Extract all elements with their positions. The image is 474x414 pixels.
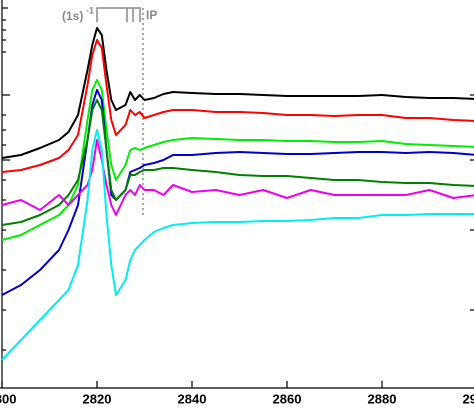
- annotation-ip: IP: [146, 8, 157, 22]
- series-line: [1, 39, 474, 173]
- x-tick-label: 2880: [368, 391, 397, 406]
- annotation-bracket: [96, 7, 144, 215]
- x-tick-label: 2840: [178, 391, 207, 406]
- series-line: [1, 129, 474, 361]
- series-line: [1, 99, 474, 226]
- x-tick-label: 2820: [83, 391, 112, 406]
- annotation-sup: -1: [86, 5, 94, 15]
- x-tick-label: 2900: [463, 391, 474, 406]
- series-line: [1, 89, 474, 296]
- x-tick-label: 2800: [0, 391, 16, 406]
- annotation-1s: (1s): [62, 9, 83, 23]
- y-axis-decoration: [0, 0, 474, 389]
- series-line: [1, 139, 474, 216]
- x-tick-label: 2860: [273, 391, 302, 406]
- series-line: [1, 27, 474, 159]
- series-line: [1, 79, 474, 241]
